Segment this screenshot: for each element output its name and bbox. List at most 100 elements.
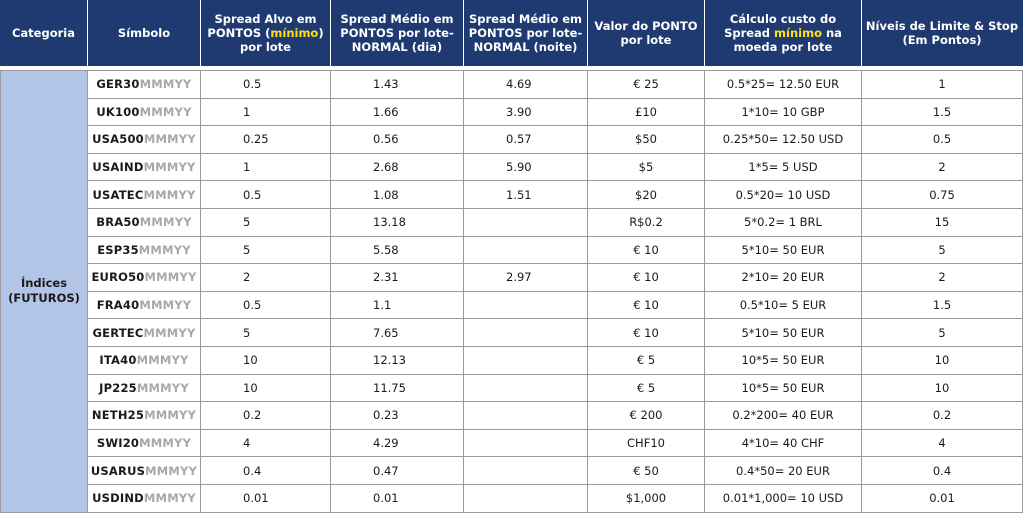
spread-dia-cell: 0.01 xyxy=(331,484,464,513)
spread-noite-cell xyxy=(464,291,588,320)
spread-dia-cell: 13.18 xyxy=(331,208,464,237)
symbol-code: USATEC xyxy=(92,187,144,202)
niveis-cell: 0.75 xyxy=(862,181,1023,209)
spread-alvo-cell: 2 xyxy=(201,264,331,292)
calculo-cell: 4*10= 40 CHF xyxy=(705,429,862,458)
niveis-cell: 5 xyxy=(862,236,1023,265)
spread-alvo-cell: 1 xyxy=(201,98,331,127)
valor-ponto-cell: € 10 xyxy=(588,319,705,347)
header-valor-ponto: Valor do PONTO por lote xyxy=(588,0,705,66)
symbol-cell: USA500MMMYY xyxy=(88,126,201,154)
niveis-cell: 1.5 xyxy=(862,98,1023,127)
symbol-code: USARUS xyxy=(90,463,146,478)
valor-ponto-cell: € 50 xyxy=(588,457,705,485)
symbol-cell: UK100MMMYY xyxy=(88,98,201,127)
spread-alvo-cell: 10 xyxy=(201,374,331,403)
valor-ponto-cell: CHF10 xyxy=(588,429,705,458)
spread-dia-cell: 1.43 xyxy=(331,70,464,99)
table-row: SWI20MMMYY 4 4.29 CHF10 4*10= 40 CHF 4 xyxy=(0,429,1023,458)
symbol-cell: BRA50MMMYY xyxy=(88,208,201,237)
symbol-cell: EURO50MMMYY xyxy=(88,264,201,292)
spread-dia-cell: 1.08 xyxy=(331,181,464,209)
spread-alvo-cell: 0.5 xyxy=(201,70,331,99)
table-body: Índices (FUTUROS) GER30MMMYY 0.5 1.43 4.69 € 2… xyxy=(0,70,1023,513)
table-row: USA500MMMYY 0.25 0.56 0.57 $50 0.25*50= 12.50… xyxy=(0,126,1023,154)
spread-noite-cell: 2.97 xyxy=(464,264,588,292)
symbol-code: ESP35 xyxy=(97,242,139,257)
valor-ponto-cell: € 10 xyxy=(588,264,705,292)
category-label-line1: Índices xyxy=(20,276,68,291)
niveis-cell: 0.2 xyxy=(862,402,1023,430)
spread-dia-cell: 2.68 xyxy=(331,153,464,182)
calculo-cell: 1*10= 10 GBP xyxy=(705,98,862,127)
table-row: FRA40MMMYY 0.5 1.1 € 10 0.5*10= 5 EUR 1.5 xyxy=(0,291,1023,320)
table-row: BRA50MMMYY 5 13.18 R$0.2 5*0.2= 1 BRL 15 xyxy=(0,208,1023,237)
symbol-expiry-suffix: MMMYY xyxy=(143,325,196,340)
symbol-expiry-suffix: MMMYY xyxy=(139,77,192,92)
spread-alvo-cell: 5 xyxy=(201,208,331,237)
symbol-expiry-suffix: MMMYY xyxy=(139,298,192,313)
table-row: USARUSMMMYY 0.4 0.47 € 50 0.4*50= 20 EUR 0.4 xyxy=(0,457,1023,485)
spread-noite-cell xyxy=(464,484,588,513)
symbol-code: GERTEC xyxy=(92,325,144,340)
valor-ponto-cell: € 5 xyxy=(588,346,705,375)
spread-noite-cell: 1.51 xyxy=(464,181,588,209)
valor-ponto-cell: € 200 xyxy=(588,402,705,430)
niveis-cell: 4 xyxy=(862,429,1023,458)
spread-dia-cell: 5.58 xyxy=(331,236,464,265)
calculo-cell: 0.5*10= 5 EUR xyxy=(705,291,862,320)
spread-dia-cell: 12.13 xyxy=(331,346,464,375)
table-row: USATECMMMYY 0.5 1.08 1.51 $20 0.5*20= 10 USD 0… xyxy=(0,181,1023,209)
calculo-cell: 0.01*1,000= 10 USD xyxy=(705,484,862,513)
table-row: Índices (FUTUROS) GER30MMMYY 0.5 1.43 4.69 € 2… xyxy=(0,70,1023,513)
symbol-expiry-suffix: MMMYY xyxy=(143,160,196,175)
header-calculo-highlight: mínimo xyxy=(774,26,822,40)
symbol-cell: USARUSMMMYY xyxy=(88,457,201,485)
table-row: UK100MMMYY 1 1.66 3.90 £10 1*10= 10 GBP 1.5 xyxy=(0,98,1023,127)
spread-dia-cell: 7.65 xyxy=(331,319,464,347)
calculo-cell: 5*0.2= 1 BRL xyxy=(705,208,862,237)
symbol-expiry-suffix: MMMYY xyxy=(143,132,196,147)
spread-dia-cell: 1.1 xyxy=(331,291,464,320)
spread-noite-cell xyxy=(464,319,588,347)
spread-noite-cell xyxy=(464,346,588,375)
calculo-cell: 0.4*50= 20 EUR xyxy=(705,457,862,485)
symbol-code: UK100 xyxy=(96,104,140,119)
table-row: EURO50MMMYY 2 2.31 2.97 € 10 2*10= 20 EUR 2 xyxy=(0,264,1023,292)
symbol-code: SWI20 xyxy=(96,436,140,451)
niveis-cell: 1.5 xyxy=(862,291,1023,320)
symbol-code: USDIND xyxy=(92,491,144,506)
header-simbolo: Símbolo xyxy=(88,0,201,66)
spread-noite-cell: 5.90 xyxy=(464,153,588,182)
symbol-cell: USAINDMMMYY xyxy=(88,153,201,182)
spread-alvo-cell: 1 xyxy=(201,153,331,182)
niveis-cell: 15 xyxy=(862,208,1023,237)
symbol-cell: FRA40MMMYY xyxy=(88,291,201,320)
niveis-cell: 1 xyxy=(862,70,1023,99)
spread-noite-cell xyxy=(464,402,588,430)
symbol-cell: ITA40MMMYY xyxy=(88,346,201,375)
spread-noite-cell: 4.69 xyxy=(464,70,588,99)
symbol-code: USA500 xyxy=(92,132,144,147)
symbol-code: NETH25 xyxy=(91,408,145,423)
symbol-expiry-suffix: MMMYY xyxy=(139,104,192,119)
calculo-cell: 0.25*50= 12.50 USD xyxy=(705,126,862,154)
calculo-cell: 10*5= 50 EUR xyxy=(705,346,862,375)
spread-alvo-cell: 0.2 xyxy=(201,402,331,430)
niveis-cell: 5 xyxy=(862,319,1023,347)
valor-ponto-cell: $1,000 xyxy=(588,484,705,513)
table-row: ESP35MMMYY 5 5.58 € 10 5*10= 50 EUR 5 xyxy=(0,236,1023,265)
spread-alvo-cell: 4 xyxy=(201,429,331,458)
symbol-expiry-suffix: MMMYY xyxy=(144,270,197,285)
header-calculo-part1: Cálculo custo do Spread xyxy=(724,12,837,40)
calculo-cell: 0.5*25= 12.50 EUR xyxy=(705,70,862,99)
niveis-cell: 0.4 xyxy=(862,457,1023,485)
header-spread-alvo-part1: Spread Alvo em PONTOS ( xyxy=(207,12,317,40)
header-spread-noite: Spread Médio em PONTOS por lote-NORMAL (… xyxy=(464,0,588,66)
valor-ponto-cell: € 25 xyxy=(588,70,705,99)
symbol-expiry-suffix: MMMYY xyxy=(143,187,196,202)
symbol-cell: GERTECMMMYY xyxy=(88,319,201,347)
valor-ponto-cell: R$0.2 xyxy=(588,208,705,237)
spread-dia-cell: 11.75 xyxy=(331,374,464,403)
spread-noite-cell xyxy=(464,374,588,403)
